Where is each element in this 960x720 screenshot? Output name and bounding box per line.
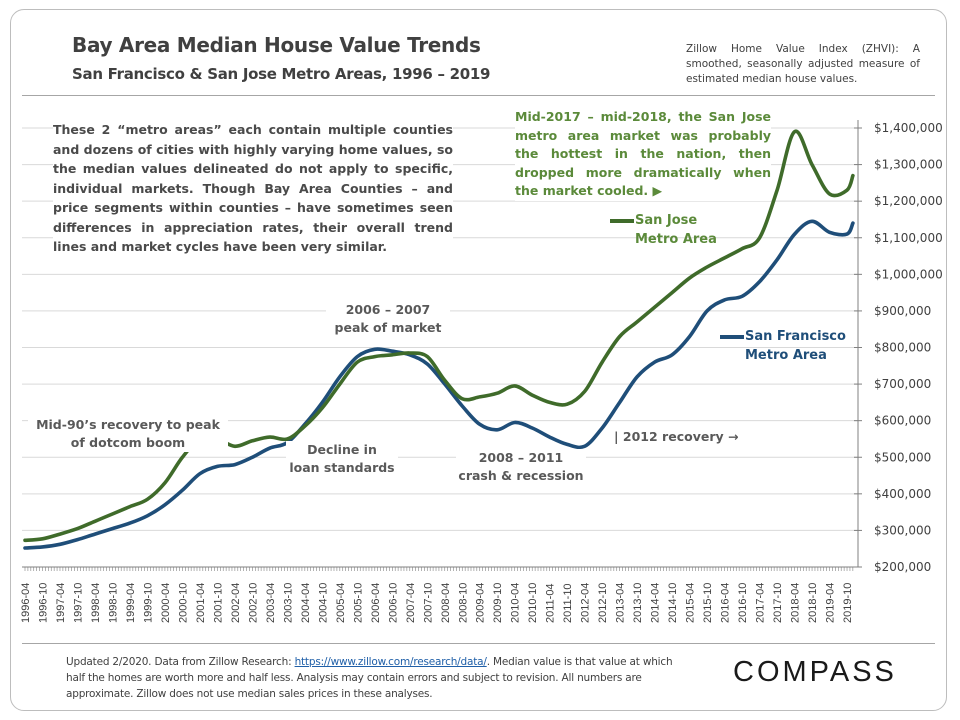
- series-line-san-jose: [23, 129, 855, 543]
- zhvi-definition: Zillow Home Value Index (ZHVI): A smooth…: [686, 43, 920, 85]
- y-tick-label: $900,000: [874, 304, 931, 318]
- x-tick-label: 2006-04: [370, 583, 382, 623]
- x-tick-label: 2002-04: [230, 583, 242, 623]
- x-tick-label: 2010-04: [510, 583, 522, 623]
- legend-san-francisco-line2: Metro Area: [745, 348, 827, 363]
- footer-text-1: Updated 2/2020. Data from Zillow Researc…: [66, 656, 295, 668]
- chart-subtitle: San Francisco & San Jose Metro Areas, 19…: [72, 65, 491, 83]
- x-tick-label: 2015-04: [685, 583, 697, 623]
- y-tick-label: $400,000: [874, 487, 931, 501]
- annotation-2012-recovery: | 2012 recovery →: [614, 428, 744, 446]
- annotation-decline-line1: Decline in: [307, 442, 377, 457]
- x-tick-label: 2010-10: [527, 583, 539, 623]
- x-tick-label: 2013-04: [615, 583, 627, 623]
- annotation-decline: Decline in loan standards: [286, 441, 398, 477]
- x-tick-label: 2003-10: [282, 583, 294, 623]
- legend-san-jose-line2: Metro Area: [635, 232, 717, 247]
- axes: $200,000 $300,000 $400,000 $500,000 $600,000…: [20, 120, 943, 623]
- x-tick-label: 1997-10: [72, 583, 84, 623]
- annotation-decline-line2: loan standards: [289, 460, 395, 475]
- x-tick-label: 2008-10: [457, 583, 469, 623]
- header-divider: [22, 95, 935, 96]
- x-tick-label: 2007-04: [405, 583, 417, 623]
- x-tick-label: 2005-10: [352, 583, 364, 623]
- legend-san-jose-line1: San Jose: [635, 213, 698, 228]
- legend-swatch-san-francisco: [720, 334, 744, 339]
- annotation-crash-line1: 2008 – 2011: [478, 450, 564, 465]
- x-tick-label: 2012-04: [580, 583, 592, 623]
- x-tick-label: 2003-04: [265, 583, 277, 623]
- annotation-dotcom: Mid-90’s recovery to peak of dotcom boom: [28, 416, 228, 452]
- x-tick-label: 2007-10: [422, 583, 434, 623]
- x-tick-label: 2013-10: [632, 583, 644, 623]
- x-tick-label: 2002-10: [247, 583, 259, 623]
- chart-title: Bay Area Median House Value Trends: [72, 33, 481, 57]
- x-tick-label: 2006-10: [387, 583, 399, 623]
- x-tick-label: 2017-04: [755, 583, 767, 623]
- x-tick-label: 2005-04: [335, 583, 347, 623]
- y-tick-label: $1,000,000: [874, 267, 943, 281]
- x-tick-label: 2008-04: [440, 583, 452, 623]
- legend-san-jose: San Jose Metro Area: [610, 211, 717, 249]
- x-tick-label: 2004-10: [317, 583, 329, 623]
- x-tick-label: 1996-04: [20, 583, 32, 623]
- y-tick-label: $600,000: [874, 414, 931, 428]
- annotation-dotcom-line2: of dotcom boom: [70, 435, 186, 450]
- series-line-san-francisco: [23, 219, 855, 550]
- x-tick-label: 1997-04: [55, 583, 67, 623]
- x-tick-label: 2018-10: [807, 583, 819, 623]
- x-tick-label: 2001-10: [212, 583, 224, 623]
- y-tick-label: $700,000: [874, 377, 931, 391]
- annotation-dotcom-line1: Mid-90’s recovery to peak: [36, 417, 220, 432]
- compass-logo: COMPASS: [733, 656, 897, 688]
- x-tick-label: 1996-10: [37, 583, 49, 623]
- zillow-research-link[interactable]: https://www.zillow.com/research/data/: [294, 656, 487, 668]
- x-tick-label: 1998-10: [107, 583, 119, 623]
- y-tick-label: $1,200,000: [874, 194, 943, 208]
- footer-divider: [22, 643, 935, 644]
- x-tick-label: 1998-04: [90, 583, 102, 623]
- x-tick-label: 1999-04: [125, 583, 137, 623]
- y-tick-label: $200,000: [874, 560, 931, 574]
- x-tick-label: 2016-10: [737, 583, 749, 623]
- x-tick-label: 2011-04: [545, 583, 557, 623]
- annotation-crash: 2008 – 2011 crash & recession: [456, 449, 586, 485]
- x-tick-label: 2001-04: [195, 583, 207, 623]
- x-tick-label: 2012-10: [597, 583, 609, 623]
- y-tick-label: $300,000: [874, 523, 931, 537]
- x-tick-label: 2019-10: [842, 583, 854, 623]
- x-tick-label: 1999-10: [142, 583, 154, 623]
- x-tick-label: 2016-04: [720, 583, 732, 623]
- x-tick-label: 2018-04: [790, 583, 802, 623]
- series-lines: [23, 129, 855, 550]
- x-tick-label: 2000-10: [177, 583, 189, 623]
- x-tick-label: 2004-04: [300, 583, 312, 623]
- y-tick-label: $800,000: [874, 341, 931, 355]
- y-tick-label: $1,100,000: [874, 231, 943, 245]
- x-tick-label: 2009-04: [475, 583, 487, 623]
- y-tick-label: $1,400,000: [874, 121, 943, 135]
- y-tick-label: $500,000: [874, 450, 931, 464]
- san-jose-hottest-note: Mid-2017 – mid-2018, the San Jose metro …: [515, 108, 771, 201]
- y-tick-label: $1,300,000: [874, 158, 943, 172]
- x-tick-label: 2011-10: [562, 583, 574, 623]
- footer-text-2: . Median value is that value at which ha…: [66, 656, 673, 700]
- x-tick-label: 2009-10: [492, 583, 504, 623]
- annotation-peak: 2006 – 2007 peak of market: [326, 301, 450, 337]
- x-tick-label: 2019-04: [825, 583, 837, 623]
- annotation-crash-line2: crash & recession: [458, 468, 584, 483]
- annotation-peak-line2: peak of market: [334, 320, 442, 335]
- x-tick-label: 2014-04: [650, 583, 662, 623]
- legend-swatch-san-jose: [610, 218, 634, 223]
- legend-san-francisco: San Francisco Metro Area: [720, 327, 846, 365]
- legend-san-francisco-line1: San Francisco: [745, 329, 846, 344]
- x-tick-label: 2015-10: [702, 583, 714, 623]
- x-tick-label: 2014-10: [667, 583, 679, 623]
- intro-note: These 2 “metro areas” each contain multi…: [53, 120, 453, 257]
- annotation-peak-line1: 2006 – 2007: [345, 302, 431, 317]
- x-tick-label: 2000-04: [160, 583, 172, 623]
- x-tick-label: 2017-10: [772, 583, 784, 623]
- footer-note: Updated 2/2020. Data from Zillow Researc…: [66, 654, 686, 702]
